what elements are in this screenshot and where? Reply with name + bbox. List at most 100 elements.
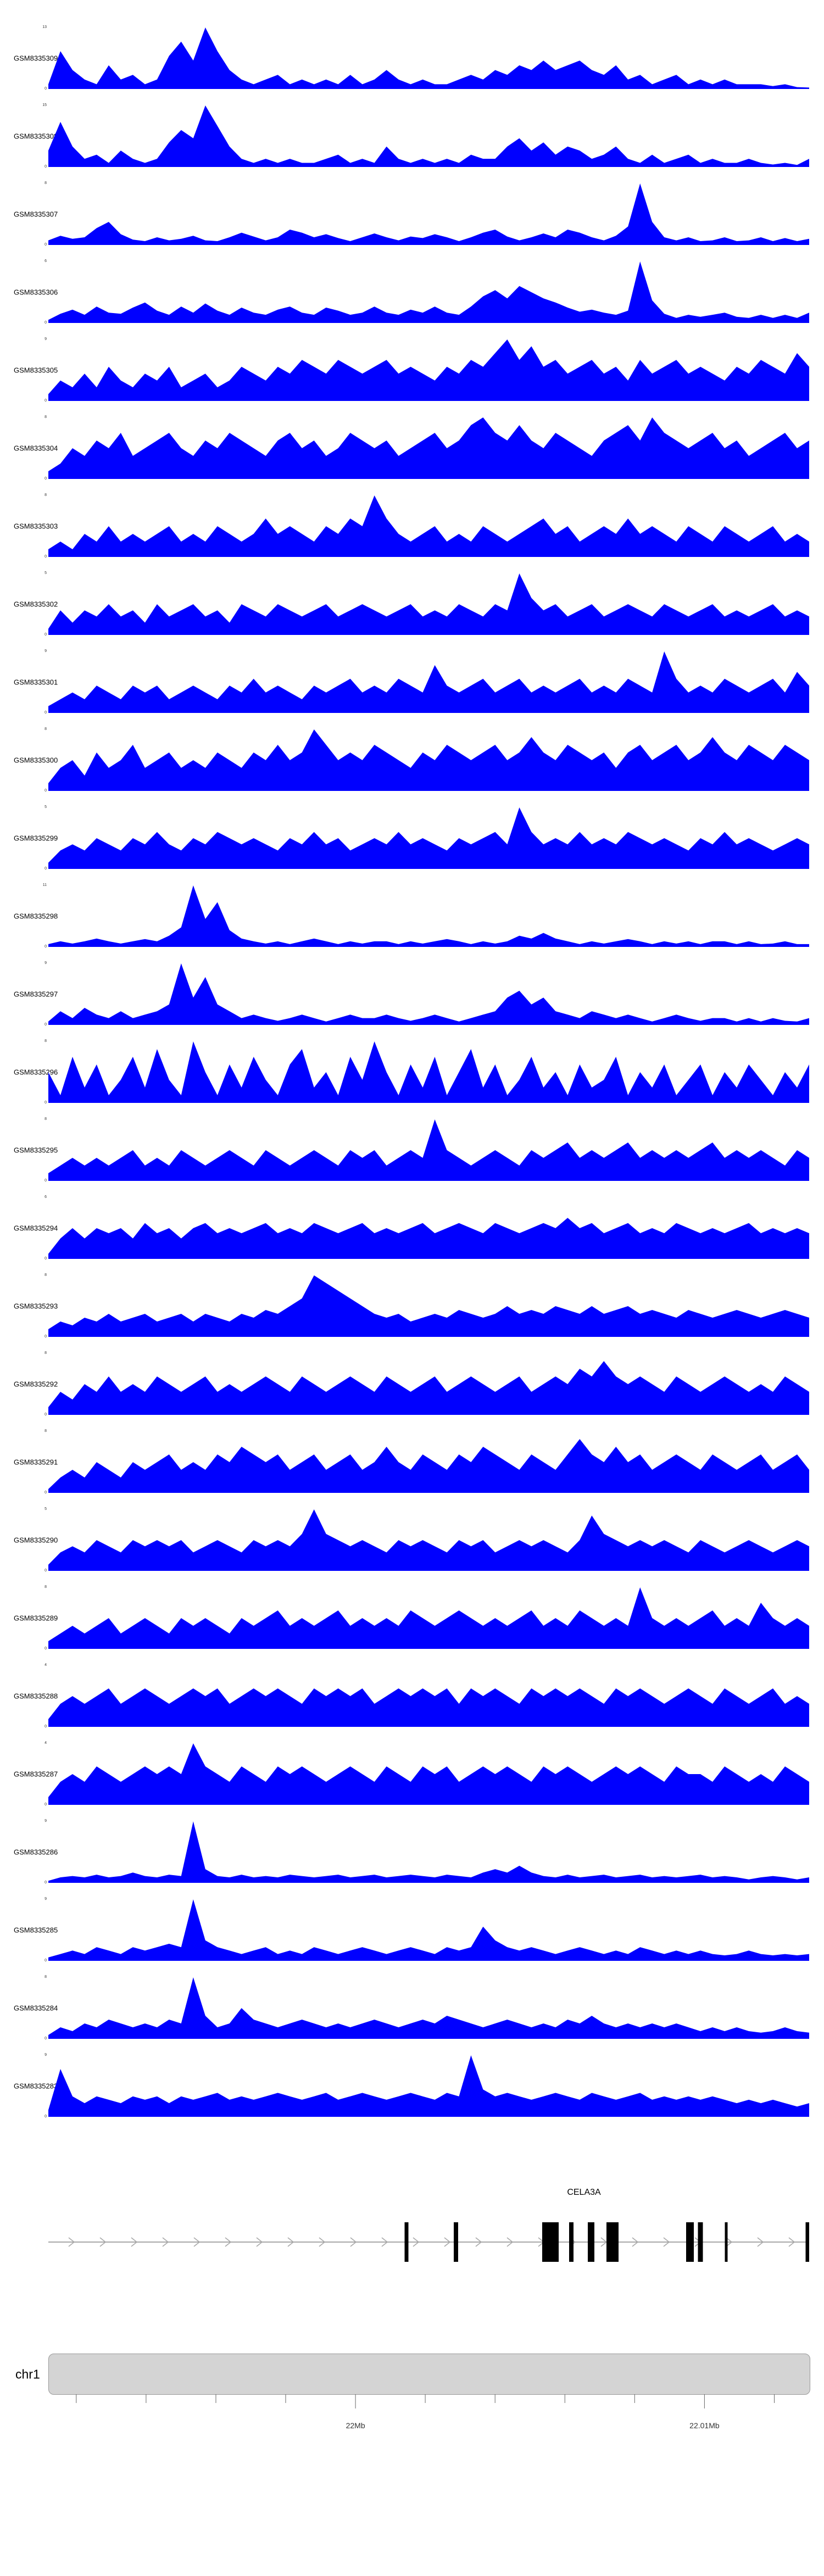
coverage-track-chart (48, 183, 809, 245)
track-row: GSM8335286 9 0 (0, 1819, 824, 1899)
genome-axis: 22Mb 22.01Mb (76, 2394, 775, 2430)
track-label-column: GSM8335294 6 0 (0, 1195, 58, 1261)
track-label: GSM8335286 (14, 1848, 58, 1856)
track-row: GSM8335309 13 0 (0, 25, 824, 105)
coverage-track-chart (48, 1361, 809, 1415)
y-axis-max-label: 11 (42, 883, 47, 887)
track-label-column: GSM8335292 8 0 (0, 1351, 58, 1417)
y-axis-max-label: 9 (44, 1819, 47, 1823)
track-row: GSM8335303 8 0 (0, 493, 824, 573)
coverage-area (48, 1977, 809, 2039)
exon (606, 2222, 619, 2262)
coverage-track-chart (48, 1688, 809, 1727)
strand-arrow-icon (632, 2237, 639, 2247)
track-label-column: GSM8335301 9 0 (0, 649, 58, 715)
y-axis-min-label: 0 (44, 399, 47, 403)
track-label: GSM8335294 (14, 1224, 58, 1233)
track-label: GSM8335295 (14, 1146, 58, 1155)
track-label: GSM8335307 (14, 210, 58, 219)
y-axis-max-label: 5 (44, 805, 47, 809)
coverage-track-chart (48, 1587, 809, 1649)
coverage-area (48, 963, 809, 1025)
track-label: GSM8335308 (14, 132, 58, 141)
coverage-track-chart (48, 729, 809, 791)
track-label: GSM8335303 (14, 522, 58, 531)
coverage-track-chart (48, 27, 809, 89)
coverage-track-chart (48, 651, 809, 713)
track-label-column: GSM8335283 9 0 (0, 2053, 58, 2118)
exon (569, 2222, 574, 2262)
coverage-area (48, 1218, 809, 1259)
y-axis-min-label: 0 (44, 1803, 47, 1806)
track-row: GSM8335306 6 0 (0, 259, 824, 339)
coverage-area (48, 27, 809, 89)
track-label-column: GSM8335290 5 0 (0, 1507, 58, 1573)
strand-arrow-icon (381, 2237, 388, 2247)
track-label-column: GSM8335302 5 0 (0, 571, 58, 637)
y-axis-min-label: 0 (44, 1413, 47, 1417)
y-axis-max-label: 8 (44, 727, 47, 731)
track-row: GSM8335304 8 0 (0, 415, 824, 495)
coverage-area (48, 1275, 809, 1337)
track-label-column: GSM8335295 8 0 (0, 1117, 58, 1183)
y-axis-min-label: 0 (44, 1725, 47, 1729)
exon (725, 2222, 728, 2262)
exon (698, 2222, 703, 2262)
exon (542, 2222, 559, 2262)
coverage-track-chart (48, 1275, 809, 1337)
coverage-area (48, 2055, 809, 2117)
coverage-track-chart (48, 1821, 809, 1883)
track-label: GSM8335290 (14, 1536, 58, 1545)
track-label: GSM8335297 (14, 990, 58, 999)
track-label: GSM8335300 (14, 756, 58, 765)
coverage-area (48, 1361, 809, 1415)
y-axis-min-label: 0 (44, 165, 47, 169)
coverage-area (48, 339, 809, 401)
y-axis-max-label: 8 (44, 1429, 47, 1433)
coverage-area (48, 573, 809, 635)
coverage-area (48, 729, 809, 791)
y-axis-min-label: 0 (44, 867, 47, 871)
exon (805, 2222, 810, 2262)
y-axis-max-label: 9 (44, 961, 47, 965)
y-axis-min-label: 0 (44, 1335, 47, 1339)
y-axis-max-label: 9 (44, 649, 47, 653)
track-label-column: GSM8335285 9 0 (0, 1897, 58, 1962)
exon (404, 2222, 409, 2262)
track-label-column: GSM8335309 13 0 (0, 25, 58, 91)
y-axis-min-label: 0 (44, 711, 47, 715)
track-label-column: GSM8335307 8 0 (0, 181, 58, 247)
track-row: GSM8335298 11 0 (0, 883, 824, 963)
y-axis-min-label: 0 (44, 321, 47, 325)
track-label: GSM8335301 (14, 678, 58, 687)
track-label-column: GSM8335296 8 0 (0, 1039, 58, 1105)
coverage-track-chart (48, 1743, 809, 1805)
y-axis-min-label: 0 (44, 945, 47, 949)
track-label: GSM8335296 (14, 1068, 58, 1077)
coverage-track-chart (48, 105, 809, 167)
y-axis-min-label: 0 (44, 633, 47, 637)
coverage-track-chart (48, 417, 809, 479)
track-label: GSM8335289 (14, 1614, 58, 1622)
track-label-column: GSM8335291 8 0 (0, 1429, 58, 1495)
gene-model-svg: CELA3A (48, 2188, 810, 2262)
y-axis-min-label: 0 (44, 477, 47, 481)
y-axis-max-label: 8 (44, 415, 47, 419)
tracks-container: GSM8335309 13 0 GSM8335308 15 0 GSM83353… (0, 25, 824, 2133)
ideogram (48, 2354, 810, 2395)
exon (454, 2222, 458, 2262)
y-axis-min-label: 0 (44, 2037, 47, 2040)
track-row: GSM8335297 9 0 (0, 961, 824, 1041)
coverage-area (48, 807, 809, 869)
coverage-track-chart (48, 2055, 809, 2117)
y-axis-min-label: 0 (44, 1647, 47, 1651)
coverage-area (48, 1509, 809, 1571)
track-row: GSM8335295 8 0 (0, 1117, 824, 1197)
track-label-column: GSM8335284 8 0 (0, 1975, 58, 2040)
track-label: GSM8335302 (14, 600, 58, 609)
y-axis-min-label: 0 (44, 2115, 47, 2118)
y-axis-max-label: 5 (44, 571, 47, 575)
track-label-column: GSM8335286 9 0 (0, 1819, 58, 1884)
coverage-area (48, 261, 809, 323)
